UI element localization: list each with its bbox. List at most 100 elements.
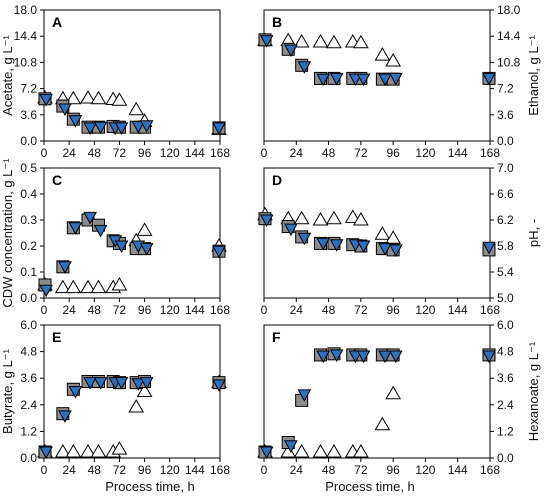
panel-letter: B (272, 14, 282, 30)
blue-inverted-triangle-marker (93, 121, 108, 135)
x-tick-label: 24 (290, 303, 304, 317)
x-tick-label: 144 (448, 146, 468, 160)
y-axis-title: Acetate, g L⁻¹ (0, 35, 15, 116)
x-tick-label: 24 (290, 463, 304, 477)
x-axis-title-left: Process time, h (105, 479, 195, 494)
x-tick-label: 0 (41, 463, 48, 477)
x-tick-label: 144 (185, 303, 205, 317)
blue-inverted-triangle-marker (131, 378, 146, 391)
blue-inverted-triangle-marker (58, 261, 72, 274)
plot-frame (263, 324, 491, 459)
blue-inverted-triangle-marker (39, 284, 53, 298)
x-tick-label: 72 (113, 303, 127, 317)
blue-inverted-triangle-marker (482, 241, 496, 255)
y-tick-label: 4.8 (20, 345, 37, 359)
open-triangle-marker (326, 34, 342, 49)
blue-inverted-triangle-marker (139, 120, 154, 133)
blue-inverted-triangle-marker (378, 243, 392, 256)
blue-inverted-triangle-marker (356, 73, 371, 87)
open-triangle-marker (374, 416, 391, 431)
panel-f-hexanoate: 0.0 1.2 2.4 3.6 4.8 6.0 0 24 48 72 96 120 144 168 F Hex… (257, 318, 541, 477)
blue-inverted-triangle-marker (68, 386, 83, 399)
blue-inverted-triangle-marker (131, 120, 146, 134)
open-triangle-marker (293, 210, 310, 225)
blue-inverted-triangle-marker (284, 44, 298, 58)
x-tick-label: 48 (322, 463, 336, 477)
blue-inverted-triangle-marker (348, 350, 363, 364)
y-axis-title: Hexanoate, g L⁻¹ (526, 341, 541, 441)
blue-inverted-triangle-marker (388, 72, 403, 86)
x-tick-label: 144 (185, 146, 205, 160)
x-tick-label: 96 (386, 146, 400, 160)
blue-inverted-triangle-marker (212, 122, 226, 135)
blue-inverted-triangle-marker (348, 73, 363, 87)
blue-inverted-triangle-marker (93, 224, 108, 238)
x-tick-label: 72 (354, 146, 368, 160)
y-tick-label: 6.0 (20, 318, 37, 332)
y-tick-label: 3.6 (20, 108, 37, 122)
blue-inverted-triangle-marker (93, 377, 108, 390)
x-tick-label: 120 (160, 146, 180, 160)
y-tick-label: 0.5 (20, 161, 37, 175)
x-tick-label: 144 (448, 303, 468, 317)
open-triangle-marker (111, 92, 128, 106)
blue-inverted-triangle-marker (39, 94, 53, 107)
open-triangle-marker (136, 222, 153, 236)
plot-frame (43, 167, 221, 299)
open-triangle-marker (54, 279, 71, 294)
y-axis-title: Butyrate, g L⁻¹ (0, 348, 15, 434)
y-tick-label: 0.1 (20, 265, 37, 279)
x-tick-label: 24 (290, 146, 304, 160)
y-tick-label: 0.0 (20, 134, 37, 148)
open-triangle-marker (312, 212, 329, 226)
blue-inverted-triangle-marker (259, 35, 274, 48)
open-triangle-marker (128, 101, 145, 116)
x-tick-label: 24 (62, 463, 76, 477)
x-tick-label: 144 (185, 463, 205, 477)
panel-a-acetate: 0.0 3.6 7.2 10.8 14.4 18.0 0 24 48 72 96 120 144 168 A… (0, 3, 230, 160)
open-triangle-marker (111, 441, 128, 455)
open-triangle-marker (65, 279, 82, 294)
blue-inverted-triangle-marker (68, 115, 83, 128)
panel-letter: C (52, 172, 62, 188)
y-axis-title: CDW concentration, g L⁻¹ (0, 158, 15, 308)
x-tick-label: 168 (480, 463, 500, 477)
blue-inverted-triangle-marker (316, 350, 331, 364)
y-tick-label: 18.0 (14, 3, 38, 17)
panel-letter: E (52, 329, 61, 345)
blue-inverted-triangle-marker (259, 446, 274, 460)
blue-inverted-triangle-marker (114, 240, 129, 254)
blue-inverted-triangle-marker (212, 245, 226, 259)
y-tick-label: 7.2 (20, 82, 37, 96)
x-tick-label: 48 (88, 146, 102, 160)
open-triangle-marker (293, 34, 310, 48)
blue-inverted-triangle-marker (316, 237, 331, 251)
blue-inverted-triangle-marker (329, 239, 344, 252)
y-tick-label: 6.6 (497, 187, 514, 201)
plot-frame (263, 167, 491, 299)
blue-inverted-triangle-marker (212, 379, 226, 392)
x-tick-label: 168 (210, 303, 230, 317)
x-tick-label: 168 (210, 463, 230, 477)
blue-inverted-triangle-marker (39, 446, 53, 460)
open-triangle-marker (90, 444, 107, 458)
open-triangle-marker (65, 444, 82, 458)
blue-inverted-triangle-marker (139, 243, 154, 256)
open-triangle-marker (312, 34, 329, 48)
blue-inverted-triangle-marker (378, 350, 392, 364)
open-triangle-marker (90, 90, 107, 105)
blue-inverted-triangle-marker (139, 377, 154, 390)
blue-inverted-triangle-marker (329, 349, 344, 362)
open-triangle-marker (293, 444, 310, 458)
x-tick-label: 0 (41, 146, 48, 160)
x-tick-label: 72 (354, 303, 368, 317)
x-tick-label: 72 (354, 463, 368, 477)
blue-inverted-triangle-marker (284, 223, 298, 237)
blue-inverted-triangle-marker (259, 214, 274, 228)
blue-inverted-triangle-marker (297, 232, 312, 246)
open-triangle-marker (90, 279, 107, 294)
y-tick-label: 0.3 (20, 213, 37, 227)
y-tick-label: 6.2 (497, 213, 514, 227)
y-tick-label: 3.6 (497, 108, 514, 122)
